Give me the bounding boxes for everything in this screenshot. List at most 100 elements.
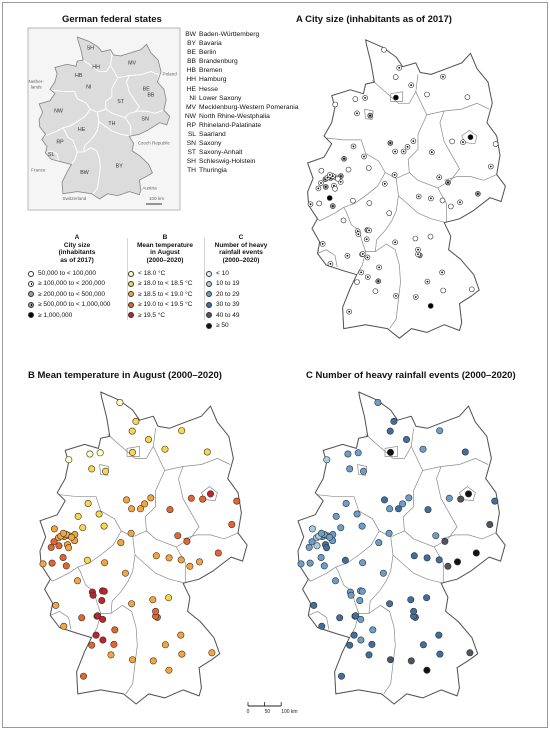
city-marker xyxy=(360,467,368,475)
state-border xyxy=(175,546,186,584)
legend-swatch xyxy=(206,301,212,308)
city-marker-dot xyxy=(329,174,331,176)
city-marker xyxy=(337,672,345,680)
city-marker xyxy=(48,559,56,567)
city-marker xyxy=(177,556,185,564)
scale-tick-label: 100 km xyxy=(281,709,297,715)
legend-item: ≥ 1,000,000 xyxy=(28,310,126,320)
city-marker xyxy=(326,533,334,541)
city-marker xyxy=(121,569,129,577)
city-marker xyxy=(346,641,354,649)
city-marker xyxy=(358,522,366,530)
city-markers xyxy=(39,398,241,680)
legend-item: ≥ 200,000 to < 500,000 xyxy=(28,289,126,299)
city-marker xyxy=(161,641,169,649)
city-marker-dot xyxy=(356,112,358,115)
city-marker xyxy=(316,200,323,207)
country-border xyxy=(307,39,506,339)
city-marker xyxy=(79,524,87,532)
city-marker xyxy=(424,506,432,514)
city-marker-dot xyxy=(430,151,433,154)
city-marker xyxy=(323,456,331,464)
legend-swatch xyxy=(206,280,212,287)
city-marker xyxy=(96,449,104,457)
city-marker xyxy=(165,554,173,562)
city-marker xyxy=(187,494,195,502)
city-marker xyxy=(305,543,313,551)
inset-neighbor-label: Poland xyxy=(163,72,178,77)
city-marker-dot xyxy=(489,165,492,168)
city-marker-dot xyxy=(417,195,420,198)
city-marker xyxy=(111,626,119,634)
city-marker xyxy=(491,497,499,505)
city-marker-dot xyxy=(402,150,405,153)
legend-swatch xyxy=(28,280,34,287)
city-marker xyxy=(386,427,394,435)
state-abbreviation-row: BY Bavaria xyxy=(182,39,299,48)
city-marker xyxy=(110,640,118,648)
city-marker-dot xyxy=(361,253,364,255)
inset-country-border xyxy=(38,36,171,200)
city-marker xyxy=(405,494,413,502)
legend-c-title-line: rainfall events xyxy=(219,249,263,257)
legend-item: ≥ 100,000 to < 200,000 xyxy=(28,279,126,289)
city-marker xyxy=(486,521,494,529)
city-marker xyxy=(365,651,373,659)
city-marker xyxy=(99,615,107,623)
legend-label: ≥ 1,000,000 xyxy=(38,311,73,319)
city-marker xyxy=(92,631,100,639)
city-marker xyxy=(337,524,345,532)
state-code: BW xyxy=(185,31,196,38)
city-marker xyxy=(407,657,415,665)
city-marker xyxy=(465,490,473,498)
legend-label: ≥ 200,000 to < 500,000 xyxy=(38,290,105,298)
city-marker xyxy=(128,505,136,513)
city-marker xyxy=(350,631,358,639)
city-marker xyxy=(166,506,174,514)
city-marker xyxy=(152,607,160,615)
state-name: Mecklenburg-Western Pomerania xyxy=(199,103,299,111)
city-marker xyxy=(359,559,367,567)
state-border xyxy=(444,174,497,181)
inset-state-label: TH xyxy=(108,121,115,127)
city-marker xyxy=(161,445,169,453)
inset-state-label: BE xyxy=(143,86,151,92)
city-marker xyxy=(432,532,440,540)
legend-a-title-line: as of 2017) xyxy=(60,256,94,264)
city-marker-dot xyxy=(321,243,324,245)
city-marker xyxy=(379,569,387,577)
state-code: SN xyxy=(186,140,196,148)
city-marker xyxy=(94,612,102,620)
city-marker xyxy=(435,556,443,564)
state-code: RP xyxy=(186,121,196,129)
city-marker xyxy=(336,614,344,622)
state-border xyxy=(392,554,444,584)
legend-a-title-line: (inhabitants xyxy=(58,249,96,257)
city-marker-dot xyxy=(317,187,320,190)
state-code: BE xyxy=(187,49,196,57)
city-marker xyxy=(47,543,55,551)
city-marker xyxy=(395,505,403,513)
state-name: Saxony xyxy=(199,140,222,148)
city-marker-dot xyxy=(459,201,461,204)
city-marker xyxy=(88,465,96,473)
country-border xyxy=(297,391,506,705)
city-markers xyxy=(307,46,499,315)
state-name: Thuringia xyxy=(199,167,227,175)
city-marker xyxy=(228,521,236,529)
legend-item: ≥ 19.0 to < 19.5 °C xyxy=(128,300,202,310)
state-code: NI xyxy=(189,94,196,102)
state-border xyxy=(126,445,140,457)
city-marker-dot xyxy=(340,175,342,178)
inset-state-label: SL xyxy=(48,152,55,158)
state-code: MV xyxy=(185,103,196,111)
city-marker xyxy=(101,559,109,567)
city-marker xyxy=(141,500,149,508)
city-marker-dot xyxy=(368,229,370,232)
state-border xyxy=(335,536,394,614)
state-border xyxy=(134,554,186,584)
inset-neighbor-label: Nether- xyxy=(29,79,45,84)
city-marker xyxy=(214,549,222,557)
city-marker xyxy=(129,448,137,456)
legend-divider xyxy=(127,238,128,320)
